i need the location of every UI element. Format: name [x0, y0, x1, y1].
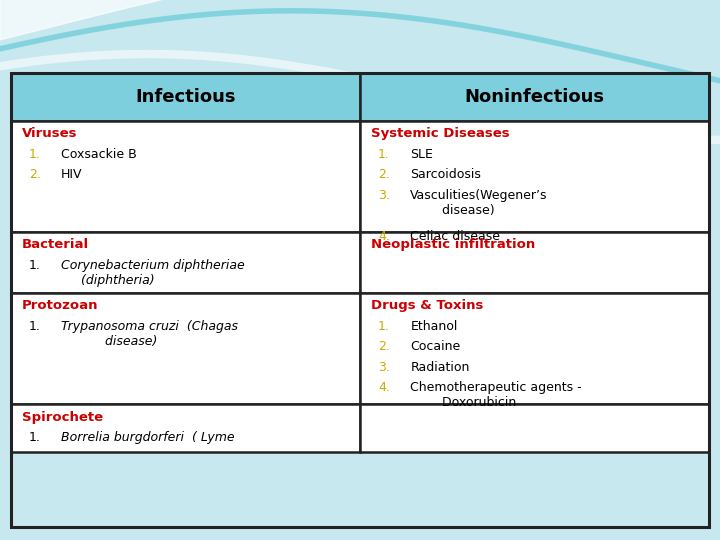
Bar [11, 293, 360, 404]
Text: SLE: SLE [410, 147, 433, 160]
Text: Protozoan: Protozoan [22, 299, 98, 312]
Bar [11, 120, 360, 232]
Text: 1.: 1. [29, 320, 40, 333]
Text: 3.: 3. [378, 188, 390, 201]
Bar [360, 293, 709, 404]
Text: Infectious: Infectious [135, 87, 235, 106]
Text: 1.: 1. [29, 147, 40, 160]
Text: Trypanosoma cruzi  (Chagas
           disease): Trypanosoma cruzi (Chagas disease) [61, 320, 238, 348]
Text: Celiac disease: Celiac disease [410, 230, 500, 242]
Text: Bacterial: Bacterial [22, 238, 89, 251]
Text: 2.: 2. [29, 168, 40, 181]
Text: Coxsackie B: Coxsackie B [61, 147, 137, 160]
Text: HIV: HIV [61, 168, 83, 181]
Text: Borrelia burgdorferi  ( Lyme: Borrelia burgdorferi ( Lyme [61, 431, 235, 444]
Text: Neoplastic infiltration: Neoplastic infiltration [371, 238, 535, 251]
Text: 1.: 1. [29, 431, 40, 444]
Text: 4.: 4. [378, 230, 390, 242]
Text: 3.: 3. [378, 361, 390, 374]
Text: Cocaine: Cocaine [410, 340, 461, 353]
Text: Ethanol: Ethanol [410, 320, 458, 333]
Text: Viruses: Viruses [22, 127, 77, 140]
Text: 1.: 1. [378, 320, 390, 333]
Bar [11, 404, 360, 451]
Bar [360, 120, 709, 232]
Text: Chemotherapeutic agents -
        Doxorubicin: Chemotherapeutic agents - Doxorubicin [410, 381, 582, 409]
Text: 2.: 2. [378, 168, 390, 181]
Text: Noninfectious: Noninfectious [464, 87, 605, 106]
Text: Sarcoidosis: Sarcoidosis [410, 168, 481, 181]
Text: Vasculities(Wegener’s
        disease): Vasculities(Wegener’s disease) [410, 188, 548, 217]
Text: Corynebacterium diphtheriae
     (diphtheria): Corynebacterium diphtheriae (diphtheria) [61, 259, 245, 287]
Bar [11, 232, 360, 293]
Text: 1.: 1. [378, 147, 390, 160]
Bar [360, 404, 709, 451]
Text: Spirochete: Spirochete [22, 410, 103, 423]
Text: 4.: 4. [378, 381, 390, 394]
Text: Drugs & Toxins: Drugs & Toxins [371, 299, 483, 312]
Bar [360, 73, 709, 120]
Text: Radiation: Radiation [410, 361, 469, 374]
Text: 1.: 1. [29, 259, 40, 272]
Bar [11, 73, 360, 120]
Text: 2.: 2. [378, 340, 390, 353]
Bar [360, 232, 709, 293]
Bar [11, 73, 709, 526]
Text: Systemic Diseases: Systemic Diseases [371, 127, 510, 140]
